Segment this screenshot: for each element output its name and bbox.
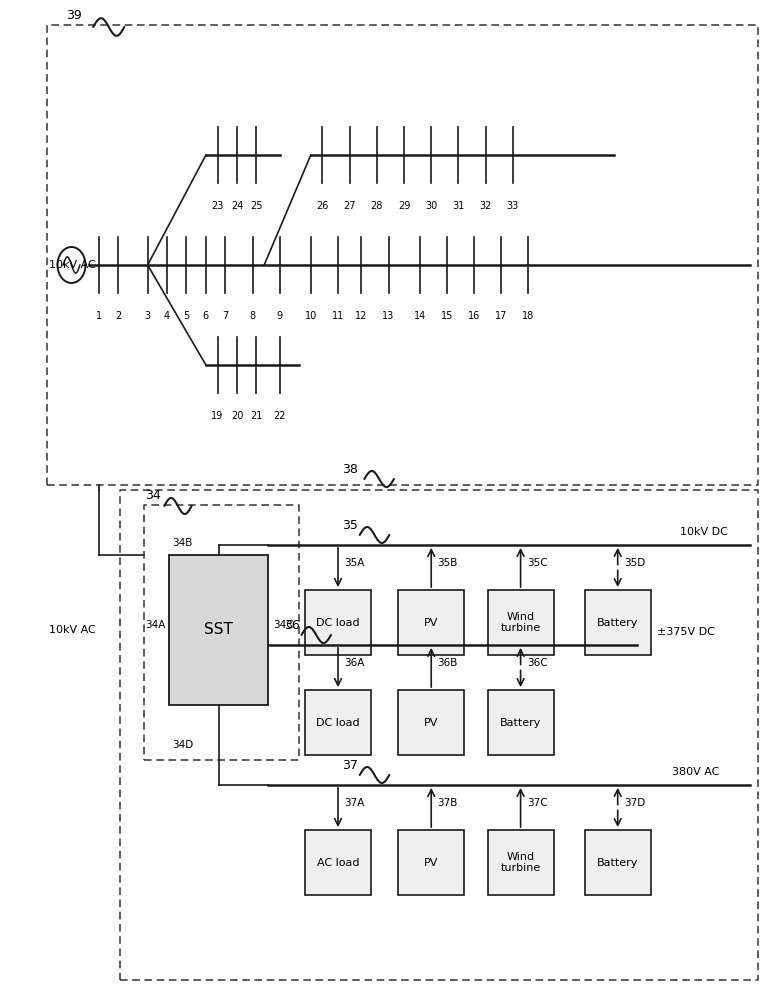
Bar	[488, 690, 553, 755]
Text: 30: 30	[425, 201, 437, 211]
Bar	[399, 690, 464, 755]
Text: DC load: DC load	[316, 718, 360, 728]
Text: 34: 34	[145, 489, 161, 502]
Text: 37A: 37A	[344, 798, 364, 808]
Text: Battery: Battery	[500, 718, 542, 728]
Text: 10kV DC: 10kV DC	[680, 527, 728, 537]
Text: 16: 16	[468, 311, 480, 321]
Text: 38: 38	[342, 463, 357, 476]
Text: AC load: AC load	[317, 858, 359, 868]
Text: Battery: Battery	[597, 858, 639, 868]
Text: 17: 17	[495, 311, 507, 321]
Text: 13: 13	[382, 311, 395, 321]
Text: Wind
turbine: Wind turbine	[500, 612, 541, 633]
Text: 12: 12	[355, 311, 368, 321]
Text: 35: 35	[342, 519, 357, 532]
Text: 10kV AC: 10kV AC	[49, 260, 96, 270]
Bar	[399, 590, 464, 655]
Text: 31: 31	[452, 201, 465, 211]
Text: 35D: 35D	[624, 558, 645, 568]
Bar	[488, 590, 553, 655]
Text: 36: 36	[284, 619, 299, 632]
Text: DC load: DC load	[316, 617, 360, 628]
Text: 34C: 34C	[274, 620, 294, 630]
Text: 26: 26	[316, 201, 329, 211]
Text: 14: 14	[413, 311, 426, 321]
Text: 7: 7	[222, 311, 228, 321]
Text: PV: PV	[424, 718, 438, 728]
Text: 22: 22	[274, 411, 286, 421]
Text: PV: PV	[424, 617, 438, 628]
Text: 36A: 36A	[344, 658, 364, 668]
Text: 32: 32	[479, 201, 492, 211]
Text: 24: 24	[231, 201, 243, 211]
Text: 35A: 35A	[344, 558, 364, 568]
Text: 34B: 34B	[172, 538, 193, 548]
Text: 4: 4	[164, 311, 170, 321]
Text: 35C: 35C	[527, 558, 548, 568]
Text: 1: 1	[96, 311, 103, 321]
Bar	[399, 830, 464, 895]
Text: 25: 25	[250, 201, 263, 211]
Text: 27: 27	[343, 201, 356, 211]
Text: 37B: 37B	[437, 798, 458, 808]
Bar	[584, 590, 650, 655]
Text: 34A: 34A	[145, 620, 166, 630]
Text: 9: 9	[277, 311, 283, 321]
Text: 15: 15	[441, 311, 453, 321]
Text: 39: 39	[66, 9, 82, 22]
Text: 18: 18	[522, 311, 535, 321]
Text: 34D: 34D	[172, 740, 193, 750]
Bar	[584, 830, 650, 895]
Text: 29: 29	[398, 201, 410, 211]
Text: 23: 23	[211, 201, 224, 211]
Bar	[169, 555, 268, 705]
Text: Battery: Battery	[597, 617, 639, 628]
Text: SST: SST	[204, 622, 233, 638]
Text: 11: 11	[332, 311, 344, 321]
Text: 35B: 35B	[437, 558, 458, 568]
Text: 19: 19	[211, 411, 224, 421]
Text: 10kV AC: 10kV AC	[49, 625, 96, 635]
Text: 36C: 36C	[527, 658, 548, 668]
Text: 21: 21	[250, 411, 263, 421]
Bar	[305, 690, 371, 755]
Text: 37C: 37C	[527, 798, 548, 808]
Bar	[305, 590, 371, 655]
Text: 20: 20	[231, 411, 243, 421]
Text: 380V AC: 380V AC	[672, 767, 720, 777]
Bar	[488, 830, 553, 895]
Text: 28: 28	[371, 201, 383, 211]
Text: 5: 5	[183, 311, 190, 321]
Bar	[305, 830, 371, 895]
Text: 10: 10	[305, 311, 317, 321]
Text: ±375V DC: ±375V DC	[657, 627, 714, 637]
Text: 33: 33	[507, 201, 519, 211]
Text: PV: PV	[424, 858, 438, 868]
Text: 2: 2	[115, 311, 121, 321]
Text: 8: 8	[249, 311, 256, 321]
Text: 37: 37	[342, 759, 357, 772]
Text: 6: 6	[203, 311, 209, 321]
Text: Wind
turbine: Wind turbine	[500, 852, 541, 873]
Text: 36B: 36B	[437, 658, 458, 668]
Text: 37D: 37D	[624, 798, 645, 808]
Text: 3: 3	[145, 311, 151, 321]
